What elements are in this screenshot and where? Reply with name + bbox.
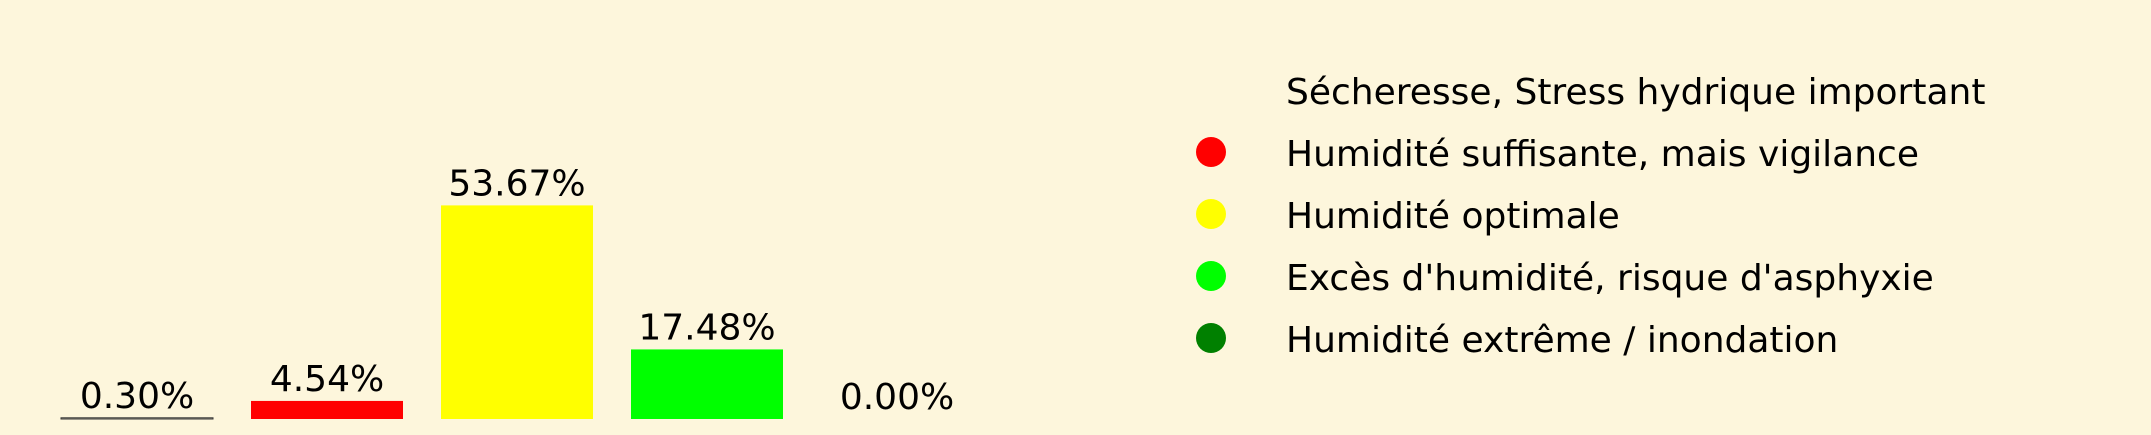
legend: Sécheresse, Stress hydrique important Hum… [1196, 72, 1985, 361]
legend-label-3: Humidité optimale [1286, 196, 1620, 237]
legend-marker-2 [1196, 137, 1226, 167]
bar-1 [60, 417, 214, 420]
bar-2 [251, 400, 403, 419]
bar-value-label-4: 17.48% [638, 307, 775, 348]
bar-value-label-1: 0.30% [80, 376, 194, 417]
legend-label-2: Humidité suffisante, mais vigilance [1286, 134, 1919, 175]
bar-4 [631, 349, 783, 419]
bar-3 [441, 205, 593, 419]
bars-group: 0.30% 4.54% 53.67% 17.48% 0.00% [60, 163, 954, 420]
legend-marker-5 [1196, 323, 1226, 353]
legend-marker-4 [1196, 261, 1226, 291]
bar-value-label-3: 53.67% [448, 163, 585, 204]
legend-label-4: Excès d'humidité, risque d'asphyxie [1286, 258, 1934, 299]
legend-marker-1 [1196, 75, 1226, 105]
legend-label-1: Sécheresse, Stress hydrique important [1286, 72, 1985, 113]
bar-value-label-2: 4.54% [270, 359, 384, 400]
legend-label-5: Humidité extrême / inondation [1286, 320, 1838, 361]
bar-value-label-5: 0.00% [840, 377, 954, 418]
legend-marker-3 [1196, 199, 1226, 229]
